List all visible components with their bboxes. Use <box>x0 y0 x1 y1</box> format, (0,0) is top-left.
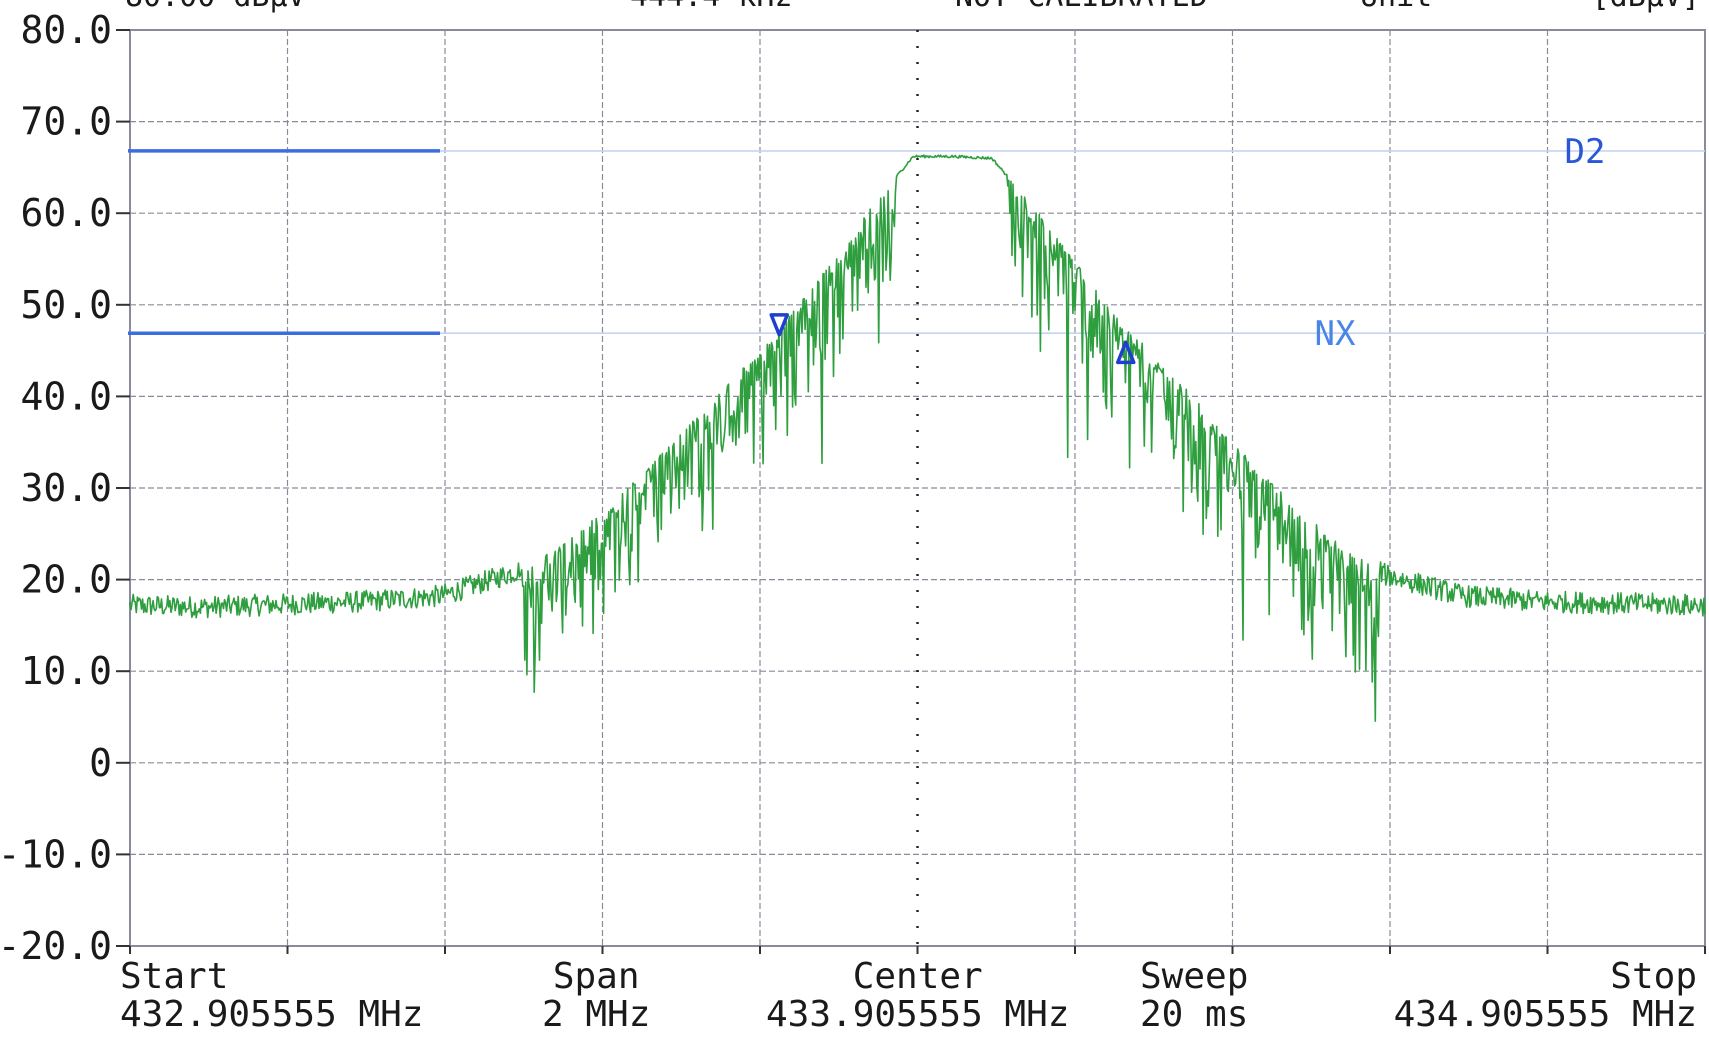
unit-value: [dBµV] <box>1592 0 1700 14</box>
header-bar: 80.00 dBµV 444.4 kHz NOT CALIBRATED Unit… <box>125 0 1700 14</box>
start-frequency: Start 432.905555 MHz <box>120 958 423 1034</box>
marker-layer <box>769 313 1136 365</box>
y-tick-label: 30.0 <box>20 466 112 510</box>
stop-value: 434.905555 MHz <box>1393 994 1697 1035</box>
marker-down-triangle <box>769 313 790 337</box>
center-value: 433.905555 MHz <box>766 994 1070 1035</box>
start-label: Start <box>120 956 229 997</box>
reference-line-label: NX <box>1315 314 1356 354</box>
reference-line-label: D2 <box>1565 132 1606 172</box>
ref-level-readout: 80.00 dBµV <box>125 0 306 14</box>
reference-lines: D2 NX <box>128 132 1705 354</box>
y-tick-label: 80.0 <box>20 8 112 52</box>
center-frequency: Center 433.905555 MHz <box>766 958 1069 1034</box>
y-tick-label: 0 <box>89 741 112 785</box>
y-tick-label: 10.0 <box>20 649 112 693</box>
span-readout: Span 2 MHz <box>542 958 650 1034</box>
y-tick-label: 20.0 <box>20 558 112 602</box>
unit-label: Unit <box>1360 0 1432 14</box>
rbw-readout: 444.4 kHz <box>630 0 793 14</box>
trace-layer <box>129 154 1706 722</box>
sweep-value: 20 ms <box>1140 994 1249 1035</box>
y-tick-label: 50.0 <box>20 283 112 327</box>
spectrum-trace <box>129 154 1706 722</box>
y-tick-label: 70.0 <box>20 100 112 144</box>
span-label: Span <box>552 956 640 997</box>
y-tick-label: 60.0 <box>20 191 112 235</box>
center-label: Center <box>852 956 983 997</box>
span-value: 2 MHz <box>542 994 651 1035</box>
start-value: 432.905555 MHz <box>120 994 424 1035</box>
sweep-time: Sweep 20 ms <box>1140 958 1248 1034</box>
y-tick-label: 40.0 <box>20 374 112 418</box>
stop-frequency: Stop 434.905555 MHz <box>1394 958 1697 1034</box>
stop-label: Stop <box>1610 956 1697 997</box>
marker-up-triangle <box>1116 340 1136 365</box>
calibration-status: NOT CALIBRATED <box>955 0 1208 14</box>
y-axis-ticks: 80.0 70.0 60.0 50.0 40.0 30.0 20.0 10.0 0 -10.0 -2… <box>0 8 130 968</box>
sweep-label: Sweep <box>1140 956 1249 997</box>
y-tick-label: -20.0 <box>0 924 112 968</box>
plot-grid <box>129 29 1706 954</box>
y-tick-label: -10.0 <box>0 832 112 876</box>
